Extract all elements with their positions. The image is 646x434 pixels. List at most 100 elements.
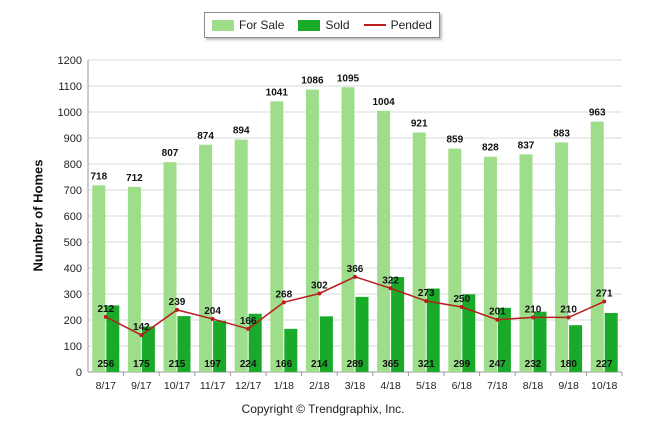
- bar-for-sale: [163, 162, 177, 372]
- pended-point: [531, 315, 535, 320]
- data-label-sold: 166: [275, 359, 292, 370]
- data-label-pended: 210: [525, 304, 542, 315]
- bar-sold: [569, 325, 583, 372]
- x-tick-label: 2/18: [309, 380, 330, 392]
- data-label-sold: 224: [240, 359, 257, 370]
- bar-sold: [497, 307, 511, 372]
- data-label-for-sale: 894: [233, 126, 250, 137]
- data-label-sold: 214: [311, 359, 328, 370]
- bar-sold: [213, 320, 227, 372]
- y-tick-label: 500: [64, 237, 82, 249]
- data-label-sold: 365: [382, 359, 399, 370]
- data-label-pended: 166: [240, 316, 257, 327]
- x-tick-label: 11/17: [200, 380, 226, 392]
- pended-point: [103, 314, 108, 319]
- y-axis-ticks: 0 100 200 300 400 500 600 700 800 900 1000 1100 1200: [58, 55, 82, 379]
- legend-label-pended: Pended: [390, 18, 432, 32]
- legend-item-pended: Pended: [363, 18, 432, 32]
- x-axis-ticks: 8/17 9/17 10/17 11/17 12/17 1/18 2/18 3/18 4/18 5…: [96, 372, 623, 392]
- data-labels: 718 712 807 874 894 1041 1086 1095 1004 921 859 828…: [90, 73, 613, 370]
- x-tick-label: 5/18: [416, 380, 437, 392]
- y-tick-label: 1000: [58, 107, 82, 119]
- x-tick-label: 4/18: [380, 380, 401, 392]
- data-label-pended: 366: [347, 264, 364, 275]
- legend-swatch-sold: [298, 19, 321, 31]
- data-label-pended: 302: [311, 280, 328, 291]
- data-label-for-sale: 921: [411, 119, 428, 130]
- data-label-sold: 215: [169, 359, 186, 370]
- x-tick-label: 9/17: [131, 380, 152, 392]
- pended-point: [210, 316, 215, 321]
- legend-swatch-pended: [363, 24, 386, 26]
- bar-for-sale: [483, 156, 497, 372]
- bar-for-sale: [92, 185, 106, 372]
- series-sold: [106, 277, 618, 372]
- data-label-pended: 271: [596, 289, 613, 300]
- data-label-for-sale: 712: [126, 173, 143, 184]
- bar-for-sale: [412, 132, 426, 372]
- y-tick-label: 300: [64, 289, 82, 301]
- data-label-for-sale: 1041: [266, 87, 289, 98]
- data-label-for-sale: 859: [446, 135, 463, 146]
- data-label-pended: 268: [275, 289, 292, 300]
- pended-point: [459, 305, 464, 309]
- x-tick-label: 10/18: [591, 380, 617, 392]
- data-label-sold: 321: [418, 359, 435, 370]
- bar-for-sale: [127, 186, 141, 372]
- bar-for-sale: [519, 154, 533, 372]
- data-label-sold: 289: [347, 359, 364, 370]
- data-label-pended: 322: [382, 275, 399, 286]
- bar-for-sale: [341, 87, 355, 373]
- x-tick-label: 3/18: [345, 380, 366, 392]
- x-tick-label: 1/18: [274, 380, 295, 392]
- bar-for-sale: [555, 142, 569, 372]
- legend-item-for-sale: For Sale: [212, 18, 284, 32]
- pended-point: [424, 299, 429, 304]
- x-tick-label: 8/17: [96, 380, 117, 392]
- bar-sold: [177, 316, 191, 372]
- y-tick-label: 0: [76, 367, 82, 379]
- bar-sold: [604, 312, 618, 372]
- pended-point: [317, 291, 322, 296]
- y-tick-label: 1100: [58, 81, 82, 93]
- data-label-for-sale: 963: [589, 108, 606, 119]
- pended-point: [388, 286, 393, 291]
- bar-for-sale: [590, 121, 604, 373]
- data-label-sold: 256: [97, 359, 114, 370]
- data-label-sold: 232: [525, 359, 542, 370]
- y-tick-label: 600: [64, 211, 82, 223]
- data-label-pended: 212: [97, 304, 114, 315]
- data-label-sold: 197: [204, 359, 221, 370]
- data-label-for-sale: 1086: [301, 76, 324, 87]
- bar-for-sale: [199, 144, 213, 372]
- data-label-for-sale: 807: [162, 148, 179, 159]
- data-label-pended: 142: [133, 322, 150, 333]
- data-label-pended: 210: [560, 304, 577, 315]
- bar-sold: [141, 326, 155, 372]
- data-label-pended: 273: [418, 288, 435, 299]
- bar-sold: [391, 277, 405, 372]
- data-label-sold: 299: [453, 359, 470, 370]
- data-label-for-sale: 718: [90, 171, 107, 182]
- bar-sold: [426, 288, 440, 372]
- bar-sold: [284, 328, 298, 372]
- bar-sold: [248, 313, 262, 372]
- pended-point: [495, 317, 500, 322]
- data-label-pended: 204: [204, 306, 221, 317]
- data-label-for-sale: 1095: [337, 73, 360, 84]
- data-label-for-sale: 828: [482, 143, 499, 154]
- legend-label-sold: Sold: [325, 18, 350, 32]
- pended-point: [139, 333, 144, 338]
- legend-swatch-for-sale: [212, 19, 235, 31]
- bar-sold: [355, 296, 369, 372]
- data-label-for-sale: 1004: [372, 97, 395, 108]
- y-axis-label: Number of Homes: [30, 159, 46, 272]
- legend: For Sale Sold Pended: [204, 12, 440, 38]
- data-label-for-sale: 874: [197, 131, 214, 142]
- x-tick-label: 8/18: [523, 380, 544, 392]
- bar-sold: [319, 316, 333, 372]
- pended-point: [602, 299, 607, 304]
- bar-sold: [462, 294, 476, 372]
- bar-for-sale: [305, 89, 319, 372]
- pended-point: [281, 300, 286, 305]
